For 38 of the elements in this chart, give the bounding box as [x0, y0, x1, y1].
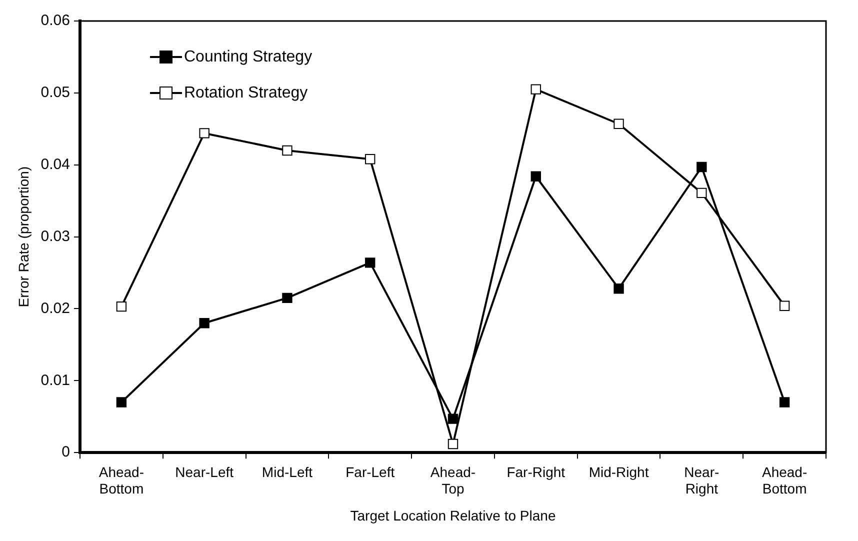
legend-label: Counting Strategy [184, 48, 312, 66]
point [282, 292, 292, 304]
y-tick-label: 0.03 [40, 228, 70, 245]
x-tick-label: Mid-Left [262, 464, 313, 480]
y-axis-title: Error Rate (proportion) [15, 166, 32, 308]
point [365, 154, 376, 164]
y-tick-label: 0.04 [40, 156, 70, 174]
point [282, 145, 292, 156]
point [448, 438, 458, 450]
x-tick-label: Far-Right [506, 464, 566, 480]
y-tick-label: 0.06 [40, 12, 70, 30]
point [530, 171, 541, 182]
x-tick-label: Ahead- Bottom [762, 464, 808, 497]
y-tick-label: 0.05 [40, 84, 70, 102]
x-tick-label: Ahead- Bottom [98, 464, 144, 497]
x-tick-label: Near-Left [175, 464, 234, 480]
point [116, 397, 127, 408]
y-tick-label: 0.01 [40, 372, 70, 389]
point [696, 188, 707, 198]
point [779, 300, 790, 311]
point [779, 397, 790, 408]
point [614, 283, 624, 294]
x-tick-label: Far-Left [346, 464, 395, 480]
point [530, 84, 541, 94]
point [696, 162, 707, 172]
x-tick-label: Mid-Right [588, 464, 649, 480]
point [365, 258, 376, 268]
point [614, 118, 624, 129]
point [116, 301, 127, 312]
point [448, 414, 458, 424]
y-tick-label: 0.02 [40, 300, 70, 317]
y-tick-label: 0 [62, 444, 70, 461]
point [199, 318, 210, 328]
legend-label: Rotation Strategy [184, 84, 308, 102]
x-tick-label: Ahead- Top [430, 464, 476, 497]
point [199, 128, 210, 138]
x-tick-label: Near- Right [684, 464, 720, 497]
x-axis-title: Target Location Relative to Plane [350, 507, 556, 524]
